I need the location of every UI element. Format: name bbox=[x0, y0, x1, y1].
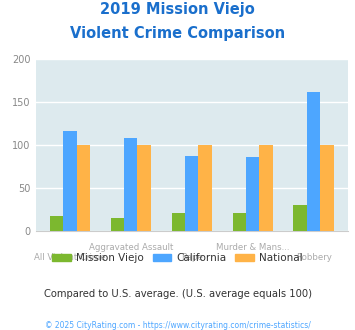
Bar bbox=[111, 218, 124, 231]
Bar bbox=[63, 131, 77, 231]
Text: © 2025 CityRating.com - https://www.cityrating.com/crime-statistics/: © 2025 CityRating.com - https://www.city… bbox=[45, 321, 310, 330]
Bar bbox=[124, 138, 137, 231]
Bar bbox=[77, 145, 90, 231]
Text: All Violent Crime: All Violent Crime bbox=[34, 253, 106, 262]
Text: Rape: Rape bbox=[181, 253, 203, 262]
Bar bbox=[198, 145, 212, 231]
Bar bbox=[50, 215, 63, 231]
Bar bbox=[233, 213, 246, 231]
Text: Violent Crime Comparison: Violent Crime Comparison bbox=[70, 26, 285, 41]
Text: 2019 Mission Viejo: 2019 Mission Viejo bbox=[100, 2, 255, 16]
Text: Aggravated Assault: Aggravated Assault bbox=[88, 243, 173, 252]
Legend: Mission Viejo, California, National: Mission Viejo, California, National bbox=[48, 249, 307, 267]
Bar bbox=[246, 157, 260, 231]
Bar bbox=[260, 145, 273, 231]
Bar bbox=[307, 92, 320, 231]
Bar bbox=[137, 145, 151, 231]
Bar bbox=[294, 205, 307, 231]
Text: Murder & Mans...: Murder & Mans... bbox=[216, 243, 289, 252]
Bar bbox=[320, 145, 334, 231]
Text: Robbery: Robbery bbox=[296, 253, 332, 262]
Bar bbox=[171, 213, 185, 231]
Bar bbox=[185, 156, 198, 231]
Text: Compared to U.S. average. (U.S. average equals 100): Compared to U.S. average. (U.S. average … bbox=[44, 289, 311, 299]
